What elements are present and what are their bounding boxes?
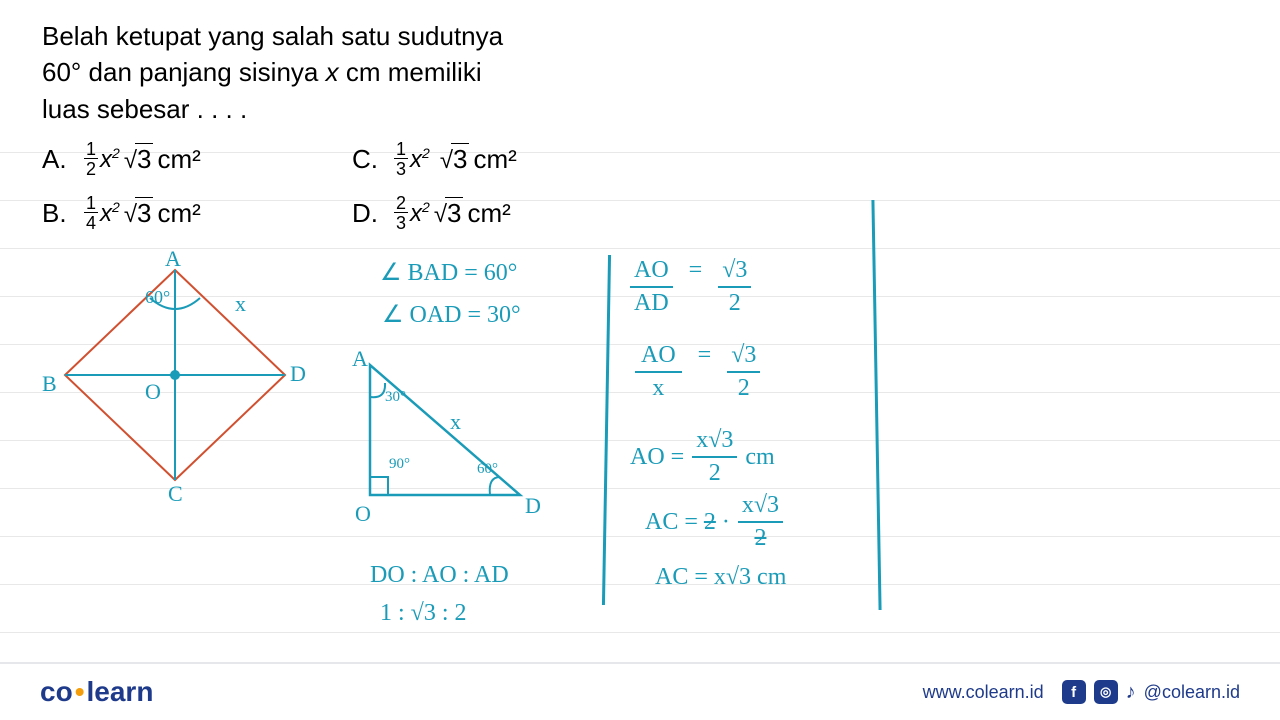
- hw-r32-top2: √3: [727, 340, 760, 373]
- facebook-icon: f: [1062, 680, 1086, 704]
- opt-d-var: x: [410, 200, 422, 227]
- tri-label-A: A: [352, 345, 368, 374]
- hw-aox-top: AO: [635, 340, 682, 373]
- opt-d-num: 2: [394, 194, 408, 213]
- opt-d-rad: 3: [445, 197, 463, 228]
- hw-ao-res-label: AO =: [630, 442, 684, 473]
- opt-c-den: 3: [396, 159, 406, 178]
- option-c-label: C.: [352, 144, 380, 175]
- tri-label-O: O: [355, 500, 371, 529]
- opt-c-num: 1: [394, 140, 408, 159]
- option-d: D. 23 x2 3 cm²: [352, 189, 652, 237]
- tri-side: x: [450, 408, 461, 437]
- question-var: x: [326, 57, 339, 87]
- hw-eq2: =: [698, 342, 712, 368]
- divider-2: [871, 200, 881, 610]
- rhombus-label-D: D: [290, 360, 306, 389]
- tri-a60: 60°: [477, 460, 498, 480]
- question-line3: luas sebesar . . . .: [42, 94, 247, 124]
- option-d-label: D.: [352, 198, 380, 229]
- hw-ao-res-top: x√3: [692, 425, 737, 458]
- hw-aoad-top: AO: [630, 255, 673, 288]
- opt-d-unit: cm²: [467, 198, 510, 229]
- rhombus-diagram: [40, 250, 310, 500]
- opt-b-var: x: [100, 200, 112, 227]
- rhombus-angle: 60°: [145, 286, 170, 309]
- logo-dot: •: [75, 676, 85, 707]
- opt-b-unit: cm²: [157, 198, 200, 229]
- social-handle: @colearn.id: [1144, 682, 1240, 703]
- hw-ac1-top: x√3: [738, 490, 783, 523]
- tiktok-icon: ♪: [1126, 681, 1136, 704]
- footer-url: www.colearn.id: [923, 682, 1044, 703]
- option-a-label: A.: [42, 144, 70, 175]
- opt-a-rad: 3: [135, 143, 153, 174]
- opt-b-den: 4: [86, 213, 96, 232]
- option-b: B. 14 x2 3 cm²: [42, 189, 342, 237]
- hw-r32-bot1: 2: [729, 288, 741, 319]
- hw-ao-res: AO = x√3 2 cm: [630, 425, 775, 489]
- opt-a-var: x: [100, 146, 112, 173]
- hw-ratio-val: 1 : √3 : 2: [380, 598, 467, 629]
- rhombus-side: x: [235, 290, 246, 319]
- option-c: C. 13 x2 3 cm²: [352, 135, 652, 183]
- hw-aox-bot: x: [652, 373, 664, 404]
- hw-bad: ∠ BAD = 60°: [380, 258, 517, 289]
- tri-a30: 30°: [385, 388, 406, 408]
- hw-aoad: AO AD = √3 2: [630, 255, 751, 319]
- logo-learn: learn: [87, 676, 154, 707]
- footer-right: www.colearn.id f ◎ ♪ @colearn.id: [923, 680, 1240, 704]
- question-line1: Belah ketupat yang salah satu sudutnya: [42, 21, 503, 51]
- hw-r32-top1: √3: [718, 255, 751, 288]
- instagram-icon: ◎: [1094, 680, 1118, 704]
- rhombus-label-O: O: [145, 378, 161, 407]
- hw-oad: ∠ OAD = 30°: [382, 300, 521, 331]
- hw-ao-res-bot: 2: [709, 458, 721, 489]
- hw-r32-bot2: 2: [738, 373, 750, 404]
- social-icons: f ◎ ♪ @colearn.id: [1062, 680, 1240, 704]
- opt-c-rad: 3: [451, 143, 469, 174]
- rhombus-label-A: A: [165, 245, 181, 274]
- hw-ratio-label: DO : AO : AD: [370, 560, 509, 591]
- opt-a-unit: cm²: [157, 144, 200, 175]
- opt-b-num: 1: [84, 194, 98, 213]
- question-line2a: 60° dan panjang sisinya: [42, 57, 326, 87]
- opt-c-var: x: [410, 146, 422, 173]
- opt-b-rad: 3: [135, 197, 153, 228]
- opt-a-den: 2: [86, 159, 96, 178]
- opt-c-unit: cm²: [473, 144, 516, 175]
- option-b-label: B.: [42, 198, 70, 229]
- hw-ac1-bot: 2: [754, 523, 766, 554]
- rhombus-label-C: C: [168, 480, 183, 509]
- divider-1: [602, 255, 611, 605]
- tri-label-D: D: [525, 492, 541, 521]
- question-line2b: cm memiliki: [339, 57, 482, 87]
- hw-aoad-bot: AD: [634, 288, 669, 319]
- opt-d-den: 3: [396, 213, 406, 232]
- hw-ao-cm: cm: [745, 442, 774, 473]
- footer: co•learn www.colearn.id f ◎ ♪ @colearn.i…: [0, 662, 1280, 720]
- hw-ac1: AC = 2 · x√3 2: [645, 490, 783, 554]
- options-grid: A. 12 x2 3 cm² C. 13 x2 3 cm² B. 14 x2 3…: [42, 135, 652, 237]
- option-a: A. 12 x2 3 cm²: [42, 135, 342, 183]
- rhombus-label-B: B: [42, 370, 57, 399]
- question-text: Belah ketupat yang salah satu sudutnya 6…: [42, 18, 742, 127]
- logo-co: co: [40, 676, 73, 707]
- hw-eq1: =: [689, 257, 703, 283]
- hw-ac2: AC = x√3 cm: [655, 562, 786, 593]
- opt-a-num: 1: [84, 140, 98, 159]
- logo: co•learn: [40, 676, 153, 708]
- tri-a90: 90°: [389, 455, 410, 475]
- hw-aox: AO x = √3 2: [635, 340, 760, 404]
